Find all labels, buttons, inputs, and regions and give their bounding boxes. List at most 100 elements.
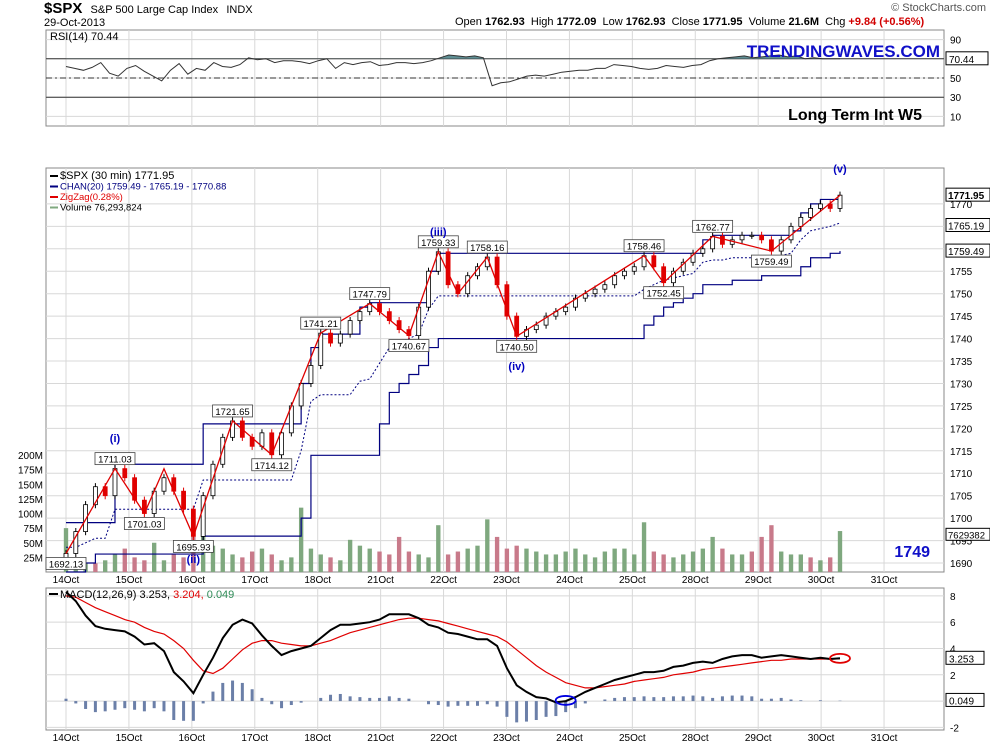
macd-histogram-bar [348,696,352,702]
x-tick-label: 15Oct [116,733,143,744]
pivot-label: 1741.21 [304,319,338,330]
macd-histogram-bar [280,701,284,709]
candle-body [690,252,696,263]
macd-histogram-bar [201,701,205,704]
candle-body [328,332,333,344]
price-tick-label: 1745 [950,312,973,323]
volume-value: 21.6M [788,16,820,28]
price-tick-label: 1750 [950,290,973,301]
volume-bar [720,548,725,572]
low-value: 1762.93 [625,16,666,28]
chg-label: Chg [825,16,846,28]
rsi-last-value-box [945,51,989,66]
volume-bar [171,554,176,572]
volume-bar [592,557,598,572]
open-label: Open [455,16,482,28]
volume-bar [524,548,529,572]
x-tick-label: 23Oct [493,575,520,586]
macd-histogram-bar [466,701,470,706]
price-tick-label: 1710 [950,469,973,480]
index-name: S&P 500 Large Cap Index [90,4,219,16]
volume-bar [269,554,274,572]
high-label: High [530,16,554,28]
macd-histogram-bar [427,701,431,705]
rsi-panel [46,54,944,98]
volume-bar [769,525,774,572]
volume-bar [641,522,647,572]
volume-bar [632,554,637,572]
pivot-label: 1701.03 [127,520,161,531]
low-label: Low [602,16,623,28]
volume-last-value: 7629382 [948,530,985,541]
rsi-tick-label: 30 [950,93,962,104]
price-last-value-box [945,243,990,258]
macd-histogram-bar [299,701,303,703]
macd-line [65,591,841,704]
symbol-text: $SPX [44,0,83,17]
candle-body [671,270,676,284]
macd-histogram-bar [191,701,195,721]
macd-signal-line [65,595,841,689]
macd-histogram-bar [740,695,744,702]
brand-annotation: TRENDINGWAVES.COM [747,42,940,61]
volume-bar [328,557,333,572]
volume-bar [426,557,431,572]
candle-body [337,333,343,344]
candle-body [308,365,314,384]
price-legend-entry: ZigZag(0.28%) [60,192,123,203]
macd-tick-label: -2 [950,723,959,734]
x-tick-label: 18Oct [304,733,331,744]
price-tick-label: 1735 [950,357,973,368]
macd-histogram-bar [260,697,264,702]
macd-histogram-bar [231,680,235,702]
candle-body [592,288,598,295]
macd-histogram-bar [289,701,293,706]
pivot-label: 1711.03 [98,455,132,466]
volume-bar [387,554,392,572]
panel-frames [45,29,945,731]
volume-bar [494,536,500,572]
volume-bar [759,536,764,572]
pivot-label: 1740.67 [392,342,426,353]
macd-histogram-bar [730,695,734,702]
price-tick-label: 1730 [950,379,973,390]
x-tick-label: 31Oct [871,575,898,586]
price-legend-entry: CHAN(20) 1759.49 - 1765.19 - 1770.88 [60,182,226,193]
price-legend-entry: Volume 76,293,824 [60,203,142,214]
x-tick-label: 24Oct [556,733,583,744]
x-tick-label: 16Oct [179,575,206,586]
volume-tick-label: 200M [18,451,43,462]
macd-histogram-bar [211,691,215,702]
pivot-label: 1747.79 [353,290,387,301]
volume-bar [739,554,745,572]
macd-histogram-bar [133,701,137,710]
candle-body [92,486,98,506]
pivot-label: 1714.12 [255,461,289,472]
macd-histogram-bar [642,696,646,702]
pivot-label-box [496,339,538,353]
pivot-label: 1762.77 [695,222,729,233]
volume-bar [308,548,314,572]
pivot-label: 1721.65 [215,407,249,418]
grid-lines [46,30,944,730]
volume-tick-label: 125M [18,495,43,506]
x-tick-label: 18Oct [304,575,331,586]
x-tick-label: 14Oct [53,733,80,744]
candle-body [132,477,137,501]
macd-histogram-bar [113,701,117,710]
x-tick-label: 30Oct [808,575,835,586]
macd-histogram-bar [701,696,705,702]
macd-histogram-bar [524,701,528,722]
macd-histogram-bar [711,697,715,702]
macd-histogram-bar [534,701,538,721]
volume-bar [700,548,706,572]
price-tick-label: 1705 [950,492,973,503]
macd-histogram-bar [662,697,666,702]
candle-body [83,504,88,532]
x-tick-label: 14Oct [53,575,80,586]
price-last-value-box [945,187,990,202]
candle-body [788,225,794,241]
macd-histogram-bar [397,697,401,702]
candle-body [386,311,392,322]
volume-tick-label: 175M [18,466,43,477]
